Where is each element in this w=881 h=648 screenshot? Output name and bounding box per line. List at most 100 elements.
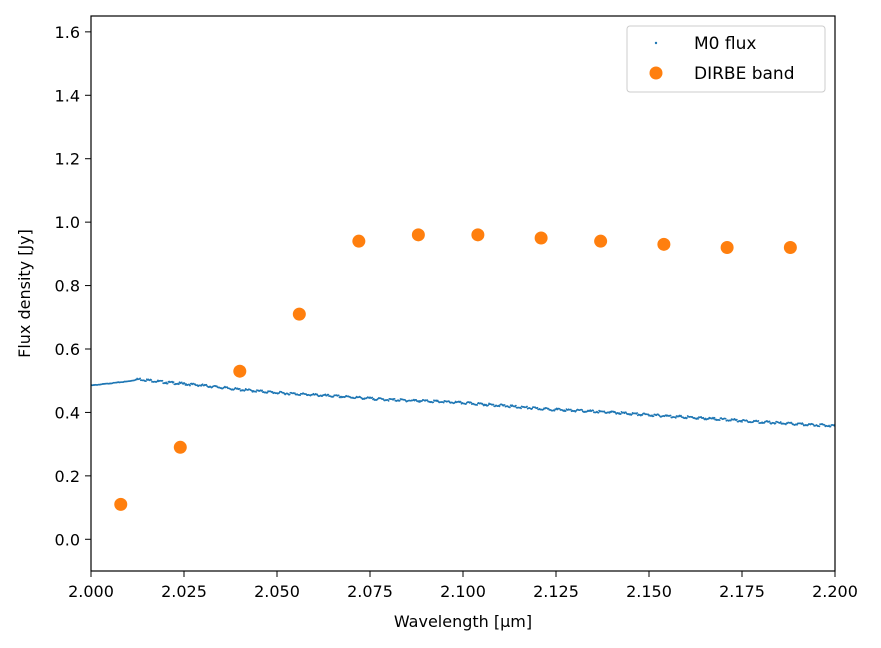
m0-flux-point xyxy=(536,406,539,409)
m0-flux-point xyxy=(647,413,650,416)
dirbe-band-series xyxy=(114,228,797,511)
dirbe-band-point xyxy=(471,228,485,242)
m0-flux-point xyxy=(619,413,622,415)
y-axis: 0.0 0.2 0.4 0.6 0.8 1.0 1.2 1.4 1.6 xyxy=(55,23,91,549)
y-tick-label: 1.4 xyxy=(55,86,80,105)
m0-flux-point xyxy=(674,416,677,419)
m0-flux-point xyxy=(697,417,699,420)
m0-flux-point xyxy=(520,407,522,410)
m0-flux-point xyxy=(487,404,490,406)
x-tick-label: 2.175 xyxy=(719,582,765,601)
m0-flux-point xyxy=(238,387,241,390)
m0-flux-point xyxy=(288,393,291,396)
y-tick-label: 0.4 xyxy=(55,403,80,422)
dirbe-band-point xyxy=(720,241,734,255)
m0-flux-point xyxy=(592,409,595,412)
legend: M0 flux DIRBE band xyxy=(626,25,826,93)
y-tick-label: 1.0 xyxy=(55,213,80,232)
dirbe-band-point xyxy=(783,241,797,255)
m0-flux-point xyxy=(498,405,501,408)
m0-flux-point xyxy=(293,392,296,395)
m0-flux-point xyxy=(741,420,743,423)
m0-flux-point xyxy=(139,377,142,380)
m0-flux-point xyxy=(337,394,340,397)
m0-flux-point xyxy=(145,380,147,382)
m0-flux-point xyxy=(371,396,374,399)
m0-flux-point xyxy=(177,383,180,386)
dirbe-band-point xyxy=(292,307,306,321)
m0-flux-point xyxy=(757,420,760,422)
m0-flux-point xyxy=(597,411,600,414)
m0-flux-point xyxy=(641,414,644,416)
m0-flux-point xyxy=(172,381,175,384)
m0-flux-point xyxy=(508,406,511,409)
dirbe-band-point xyxy=(411,228,425,242)
legend-marker-m0-flux xyxy=(654,41,658,45)
y-axis-label: Flux density [Jy] xyxy=(15,229,34,358)
x-tick-label: 2.050 xyxy=(254,582,300,601)
m0-flux-point xyxy=(823,424,826,426)
dirbe-band-point xyxy=(352,234,366,248)
y-tick-label: 1.6 xyxy=(55,23,80,42)
m0-flux-point xyxy=(581,409,583,411)
x-tick-label: 2.100 xyxy=(440,582,486,601)
m0-flux-point xyxy=(774,422,777,425)
m0-flux-point xyxy=(625,411,627,414)
dirbe-band-point xyxy=(233,364,247,378)
dirbe-band-point xyxy=(173,440,187,454)
m0-flux-point xyxy=(686,417,688,419)
m0-flux-point xyxy=(327,393,330,396)
dirbe-band-point xyxy=(594,234,608,248)
m0-flux-point xyxy=(459,401,462,403)
m0-flux-point xyxy=(526,405,528,408)
y-tick-label: 0.8 xyxy=(55,277,80,296)
m0-flux-point xyxy=(636,412,638,414)
dirbe-band-point xyxy=(657,237,671,251)
m0-flux-point xyxy=(442,401,445,404)
m0-flux-point xyxy=(669,414,672,417)
m0-flux-point xyxy=(718,419,721,422)
m0-flux-point xyxy=(652,415,655,418)
m0-flux-point xyxy=(713,416,716,419)
y-tick-label: 0.0 xyxy=(55,530,80,549)
x-tick-label: 2.150 xyxy=(626,582,672,601)
m0-flux-point xyxy=(802,423,804,426)
m0-flux-point xyxy=(724,417,727,420)
m0-flux-point xyxy=(779,421,782,423)
m0-flux-point xyxy=(785,423,787,426)
m0-flux-point xyxy=(768,420,771,423)
m0-flux-point xyxy=(166,382,169,385)
m0-flux-point xyxy=(426,399,429,402)
plot-background xyxy=(91,16,835,571)
m0-flux-point xyxy=(189,384,191,387)
m0-flux-point xyxy=(603,410,606,413)
m0-flux-point xyxy=(564,410,567,412)
y-tick-label: 0.6 xyxy=(55,340,80,359)
m0-flux-point xyxy=(255,390,258,393)
m0-flux-point xyxy=(492,403,495,406)
m0-flux-point xyxy=(161,379,164,382)
y-tick-label: 1.2 xyxy=(55,150,80,169)
dirbe-band-point xyxy=(114,497,128,511)
m0-flux-point xyxy=(387,399,390,402)
m0-flux-point xyxy=(553,409,556,412)
m0-flux-point xyxy=(432,401,435,404)
m0-flux-point xyxy=(514,404,517,407)
m0-flux-point xyxy=(503,404,506,406)
m0-flux-point xyxy=(398,399,401,402)
x-tick-label: 2.125 xyxy=(533,582,579,601)
m0-flux-point xyxy=(150,379,153,381)
y-tick-label: 0.2 xyxy=(55,467,80,486)
m0-flux-series xyxy=(91,377,835,428)
m0-flux-point xyxy=(569,408,572,411)
legend-label-dirbe-band: DIRBE band xyxy=(694,64,795,84)
m0-flux-point xyxy=(796,423,798,426)
m0-flux-point xyxy=(829,425,832,428)
m0-flux-point xyxy=(244,389,246,392)
m0-flux-point xyxy=(818,425,821,428)
x-tick-label: 2.025 xyxy=(161,582,207,601)
x-tick-label: 2.200 xyxy=(812,582,858,601)
m0-flux-point xyxy=(261,389,264,392)
legend-frame xyxy=(626,25,826,93)
x-axis: 2.000 2.025 2.050 2.075 2.100 2.125 2.150 2.175… xyxy=(68,571,858,601)
